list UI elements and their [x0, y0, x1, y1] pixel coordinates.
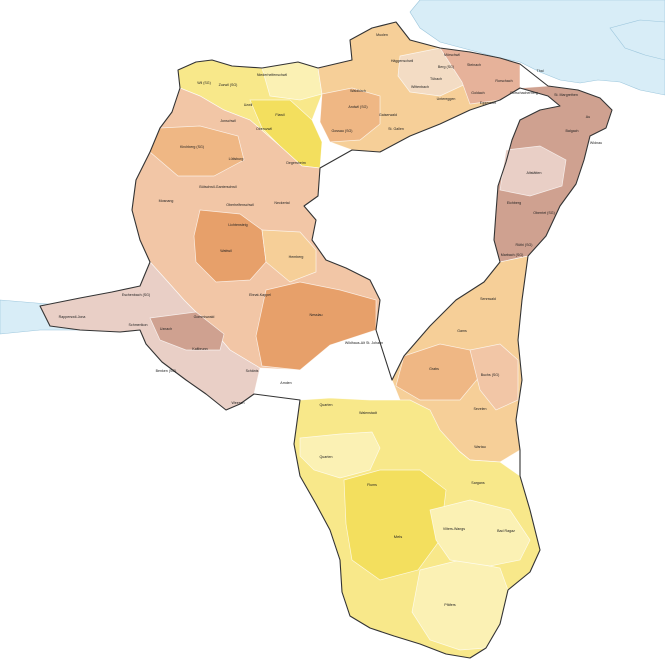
label-gossau: Gossau (SG)	[332, 129, 353, 133]
label-ebnat-kappel: Ebnat-Kappel	[249, 293, 271, 297]
label-rorschacherberg: Rorschacherberg	[510, 91, 538, 95]
label-tuebach: Tübach	[430, 77, 442, 81]
lake-constance	[409, 0, 665, 96]
label-flums: Flums	[367, 483, 377, 487]
label-benken: Benken (SG)	[156, 369, 177, 373]
canton-outline	[39, 21, 613, 659]
label-untereggen: Untereggen	[437, 97, 456, 101]
region-quarten	[299, 431, 381, 479]
label-vilters-wangs: Vilters-Wangs	[443, 527, 465, 531]
label-uzwil: Uzwil	[244, 103, 253, 107]
label-au: Au	[586, 115, 590, 119]
label-wittenbach: Wittenbach	[411, 85, 429, 89]
label-altstaetten: Altstätten	[527, 171, 542, 175]
label-balgach: Balgach	[566, 129, 579, 133]
label-eggersriet: Eggersriet	[480, 101, 496, 105]
region-sevelen	[469, 343, 519, 411]
label-sargans: Sargans	[471, 481, 485, 485]
label-rorschach: Rorschach	[495, 79, 512, 83]
region-wattwil	[193, 209, 267, 283]
label-waldkirch: Waldkirch	[350, 89, 366, 93]
label-sennwald: Sennwald	[480, 297, 496, 301]
appenzell-enclave-outline	[303, 87, 561, 381]
region-nesslau	[255, 281, 377, 371]
label-st-gallen: St. Gallen	[388, 127, 404, 131]
label-kaltbrunn: Kaltbrunn	[192, 347, 207, 351]
label-mosnang: Mosnang	[159, 199, 174, 203]
label-eschenbach: Eschenbach (SG)	[122, 293, 150, 297]
label-degersheim: Degersheim	[286, 161, 305, 165]
label-grabs: Grabs	[429, 367, 439, 371]
region-hemberg	[261, 229, 317, 283]
label-walenstadt: Walenstadt	[359, 411, 377, 415]
label-neckertal: Neckertal	[274, 201, 289, 205]
label-moerschwil: Mörschwil	[444, 53, 460, 57]
label-nesslau: Nesslau	[310, 313, 323, 317]
label-bad-ragaz: Bad Ragaz	[497, 529, 515, 533]
label-buchs: Buchs (SG)	[481, 373, 500, 377]
label-oberhelfenschwil: Oberhelfenschwil	[226, 203, 254, 207]
label-gams: Gams	[457, 329, 467, 333]
label-amden: Amden	[280, 381, 291, 385]
label-uznach: Uznach	[160, 327, 172, 331]
label-oberuzwil: Oberuzwil	[256, 127, 272, 131]
label-weesen: Weesen	[231, 401, 244, 405]
label-quarten-north: Quarten	[320, 403, 333, 407]
label-berg: Berg (SG)	[438, 65, 454, 69]
label-wartau: Wartau	[474, 445, 485, 449]
label-haeggenschwil: Häggenschwil	[391, 59, 414, 63]
label-wildhaus: Wildhaus-Alt St. Johann	[345, 341, 383, 345]
label-andwil: Andwil (SG)	[348, 105, 367, 109]
label-gaiserwald: Gaiserwald	[379, 113, 397, 117]
label-rapperswil-jona: Rapperswil-Jona	[59, 315, 86, 319]
label-thal: Thal	[537, 69, 544, 73]
region-grabs	[395, 343, 481, 401]
label-wil: Wil (SG)	[197, 81, 211, 85]
label-kirchberg: Kirchberg (SG)	[180, 145, 204, 149]
region-bad-ragaz	[429, 499, 531, 567]
label-oberriet: Oberriet (SG)	[533, 211, 555, 215]
label-schaenis: Schänis	[246, 369, 259, 373]
region-altstaetten	[499, 145, 567, 197]
label-schmerikon: Schmerikon	[129, 323, 148, 327]
label-widnau: Widnau	[590, 141, 602, 145]
lake-constance-east	[609, 19, 665, 61]
label-muolen: Muolen	[376, 33, 388, 37]
label-buetschwil: Bütschwil-Ganterschwil	[199, 185, 236, 189]
label-steinach: Steinach	[467, 63, 481, 67]
label-goldach: Goldach	[471, 91, 484, 95]
label-ruethi: Rüthi (SG)	[516, 243, 533, 247]
region-uznach	[149, 311, 225, 351]
label-luetisburg: Lütisburg	[229, 157, 244, 161]
label-mels: Mels	[394, 534, 402, 539]
label-pfaefers: Pfäfers	[444, 603, 456, 607]
label-wattwil: Wattwil	[220, 249, 232, 253]
label-zuzwil: Zuzwil (SG)	[219, 83, 238, 87]
label-flawil: Flawil	[275, 113, 284, 117]
label-eichberg: Eichberg	[507, 201, 521, 205]
label-gommiswald: Gommiswald	[194, 315, 215, 319]
label-sevelen: Sevelen	[474, 407, 487, 411]
region-niederhelfenschwil	[261, 61, 323, 101]
label-lichtensteig: Lichtensteig	[228, 223, 247, 227]
region-gossau	[319, 87, 381, 143]
label-lienz: Marbach (SG)	[501, 253, 524, 257]
label-hemberg: Hemberg	[289, 255, 304, 259]
label-niederhelfenschwil: Niederhelfenschwil	[257, 73, 287, 77]
region-mels	[343, 469, 447, 581]
region-kirchberg	[149, 125, 245, 177]
label-quarten: Quarten	[320, 455, 333, 459]
label-st-margrethen: St. Margrethen	[554, 93, 578, 97]
label-jonschwil: Jonschwil	[220, 119, 236, 123]
